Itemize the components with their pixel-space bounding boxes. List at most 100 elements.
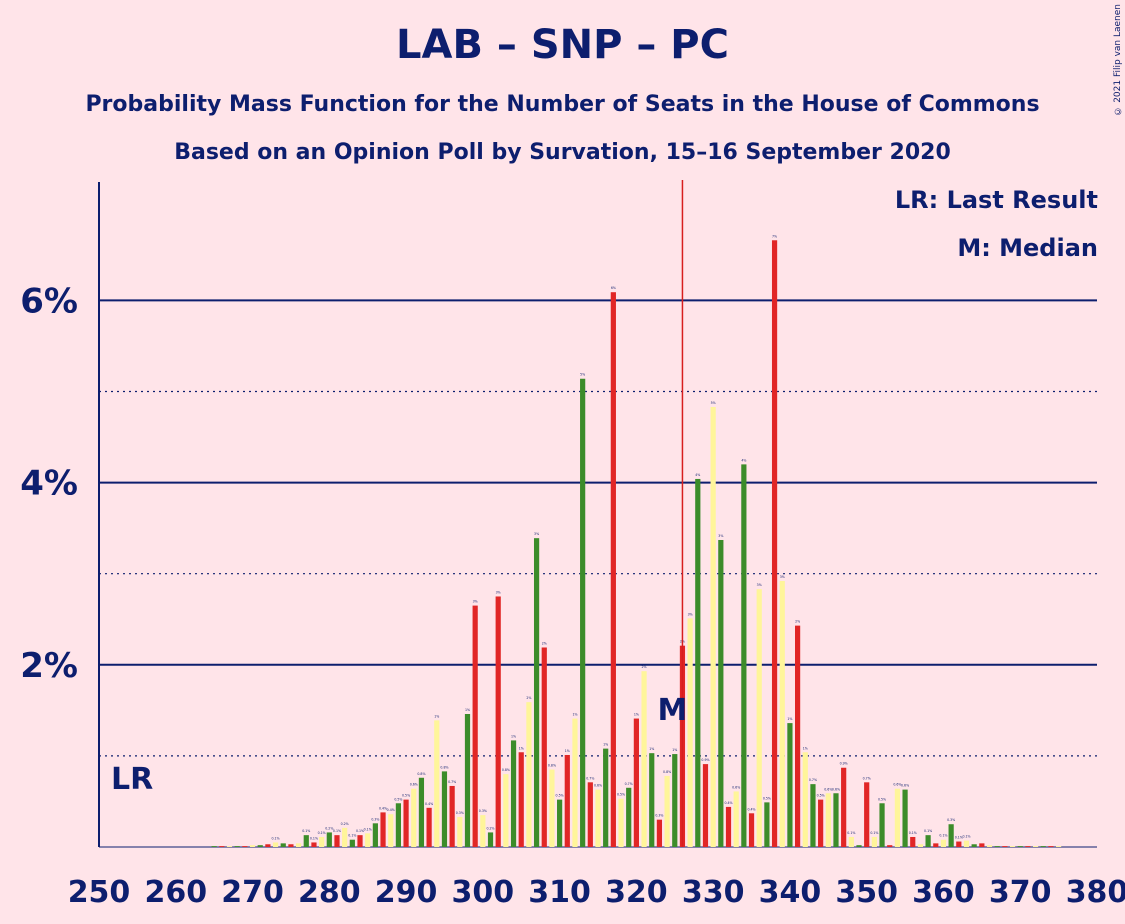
bar-327 (687, 618, 693, 847)
bar-295 (441, 771, 448, 847)
data-label-309: 0.8% (548, 764, 556, 768)
data-label-304: 1% (511, 734, 516, 738)
bar-314 (587, 782, 593, 847)
data-label-363: 0.1% (962, 835, 970, 839)
data-label-306: 2% (526, 696, 531, 700)
data-label-323: 0.3% (655, 814, 663, 818)
data-label-347: 0.9% (840, 762, 848, 766)
data-label-301: 0.2% (486, 826, 494, 830)
bar-315 (595, 789, 601, 847)
data-label-333: 0.6% (732, 785, 740, 789)
bar-364 (971, 844, 977, 847)
bar-296 (449, 785, 455, 847)
y-tick-label: 4% (20, 464, 78, 504)
bar-330 (710, 406, 716, 847)
bar-297 (457, 816, 463, 847)
bar-306 (526, 702, 532, 847)
bar-323 (656, 819, 663, 847)
data-label-298: 1% (465, 708, 470, 712)
data-label-297: 0.3% (456, 811, 464, 815)
data-label-299: 3% (473, 600, 478, 604)
bar-275 (288, 844, 294, 847)
x-tick-label: 380 (1066, 875, 1125, 910)
bar-371 (1025, 846, 1031, 847)
bar-279 (319, 836, 325, 847)
data-label-332: 0.4% (724, 801, 732, 805)
bar-273 (272, 842, 279, 847)
bar-289 (395, 803, 401, 847)
data-label-314: 0.7% (586, 776, 594, 780)
bar-343 (810, 784, 816, 847)
data-label-277: 0.1% (302, 829, 310, 833)
bar-276 (296, 843, 302, 847)
data-label-273: 0.1% (272, 836, 280, 840)
bar-267 (226, 846, 233, 847)
legend-median: M: Median (957, 234, 1098, 262)
bar-268 (234, 846, 240, 847)
bar-305 (518, 752, 524, 847)
x-tick-label: 250 (68, 875, 131, 910)
bar-290 (403, 799, 409, 847)
bar-292 (418, 777, 425, 847)
bar-365 (979, 843, 985, 847)
bar-266 (219, 846, 225, 847)
data-label-283: 0.1% (348, 834, 356, 838)
data-label-305: 1% (519, 746, 524, 750)
data-label-278: 0.1% (310, 836, 318, 840)
data-label-330: 5% (711, 401, 716, 405)
chart-title: LAB – SNP – PC (396, 22, 729, 68)
bar-282 (342, 827, 348, 847)
data-label-302: 3% (496, 590, 501, 594)
data-label-337: 0.5% (763, 796, 771, 800)
data-label-346: 0.6% (832, 787, 840, 791)
bar-301 (487, 832, 494, 847)
bar-346 (833, 793, 839, 847)
bar-302 (495, 596, 501, 847)
x-tick-label: 310 (528, 875, 591, 910)
bar-369 (1009, 846, 1016, 847)
data-label-290: 0.5% (402, 794, 410, 798)
bar-368 (1002, 846, 1008, 847)
bar-283 (349, 839, 355, 847)
bar-277 (303, 835, 309, 847)
data-label-344: 0.5% (817, 794, 825, 798)
bar-361 (948, 824, 954, 847)
bar-321 (641, 671, 647, 847)
data-label-342: 1% (803, 746, 808, 750)
data-label-280: 0.2% (325, 826, 333, 830)
data-label-317: 6% (611, 286, 616, 290)
bar-347 (841, 767, 847, 847)
bar-332 (725, 806, 732, 847)
bar-274 (280, 843, 286, 847)
data-label-316: 1% (603, 743, 608, 747)
bar-322 (649, 753, 655, 847)
data-label-286: 0.3% (371, 817, 379, 821)
data-label-345: 0.6% (824, 787, 832, 791)
bar-357 (917, 844, 924, 847)
bar-370 (1017, 846, 1023, 847)
data-label-327: 3% (688, 612, 693, 616)
bar-317 (610, 292, 616, 847)
bar-288 (388, 814, 394, 847)
bar-312 (572, 718, 578, 847)
data-label-352: 0.5% (878, 797, 886, 801)
data-label-360: 0.1% (939, 834, 947, 838)
data-label-340: 1% (787, 717, 792, 721)
median-marker-label: M (658, 693, 688, 728)
data-label-308: 2% (542, 641, 547, 645)
bar-287 (380, 812, 386, 847)
bar-294 (434, 720, 440, 847)
bar-316 (603, 748, 609, 847)
data-label-358: 0.1% (924, 829, 932, 833)
bar-272 (265, 844, 271, 847)
data-label-292: 0.8% (417, 772, 425, 776)
data-label-315: 0.6% (594, 784, 602, 788)
data-label-294: 1% (434, 714, 439, 718)
data-label-348: 0.1% (847, 831, 855, 835)
bar-324 (664, 775, 670, 847)
bar-362 (956, 841, 962, 847)
x-tick-label: 290 (375, 875, 438, 910)
data-label-356: 0.1% (909, 831, 917, 835)
x-tick-label: 270 (221, 875, 284, 910)
